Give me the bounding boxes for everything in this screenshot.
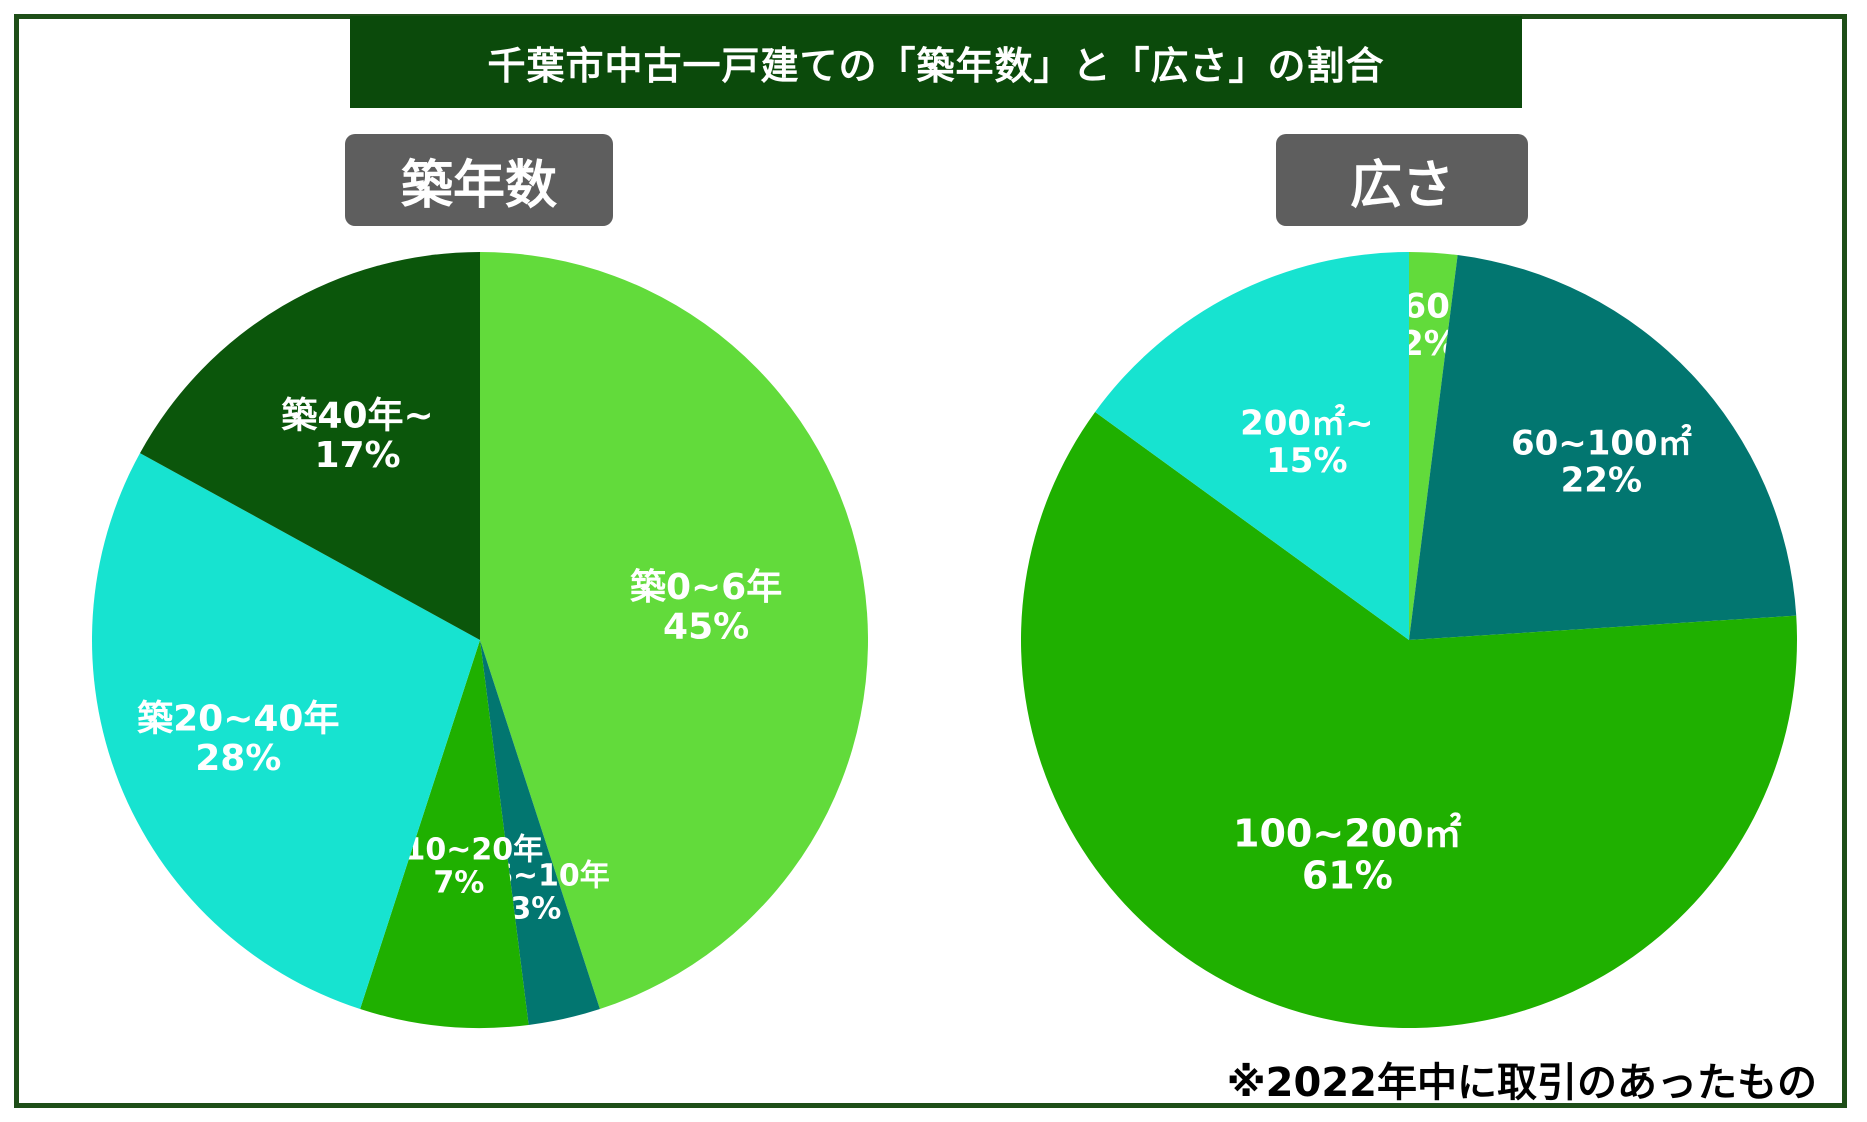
slice-percent: 15% (1266, 441, 1347, 481)
area-chart-title: 広さ (1276, 134, 1528, 226)
footnote: ※2022年中に取引のあったもの (1226, 1060, 1817, 1106)
pie-slice-0 (1409, 252, 1458, 640)
slice-label: 築40年~ (281, 396, 433, 437)
slice-percent: 22% (1561, 461, 1642, 501)
pie-slice-1 (480, 640, 600, 1025)
slice-percent: 7% (433, 866, 484, 901)
slice-label: 60~100㎡ (1511, 423, 1692, 463)
pie-slice-4 (139, 251, 480, 640)
slice-percent: 28% (195, 738, 281, 779)
slice-percent: 61% (1302, 853, 1393, 897)
slice-label: 築0~6年 (630, 567, 782, 608)
age-chart-title: 築年数 (345, 134, 613, 226)
pie-slice-2 (1020, 411, 1798, 1028)
pie-slice-1 (1409, 255, 1797, 640)
slice-label: 100~200㎡ (1233, 812, 1461, 856)
pie-slice-3 (92, 453, 480, 1010)
slice-percent: 3% (510, 891, 561, 926)
pie-slice-0 (480, 252, 869, 1010)
figure-title: 千葉市中古一戸建ての「築年数」と「広さ」の割合 (350, 16, 1522, 108)
slice-percent: 17% (314, 435, 400, 476)
slice-percent: 45% (663, 606, 749, 647)
pie-slice-3 (1095, 251, 1409, 640)
pie-slice-2 (360, 640, 529, 1028)
slice-label: 200㎡~ (1240, 403, 1373, 443)
slice-label: 築20~40年 (137, 698, 339, 739)
